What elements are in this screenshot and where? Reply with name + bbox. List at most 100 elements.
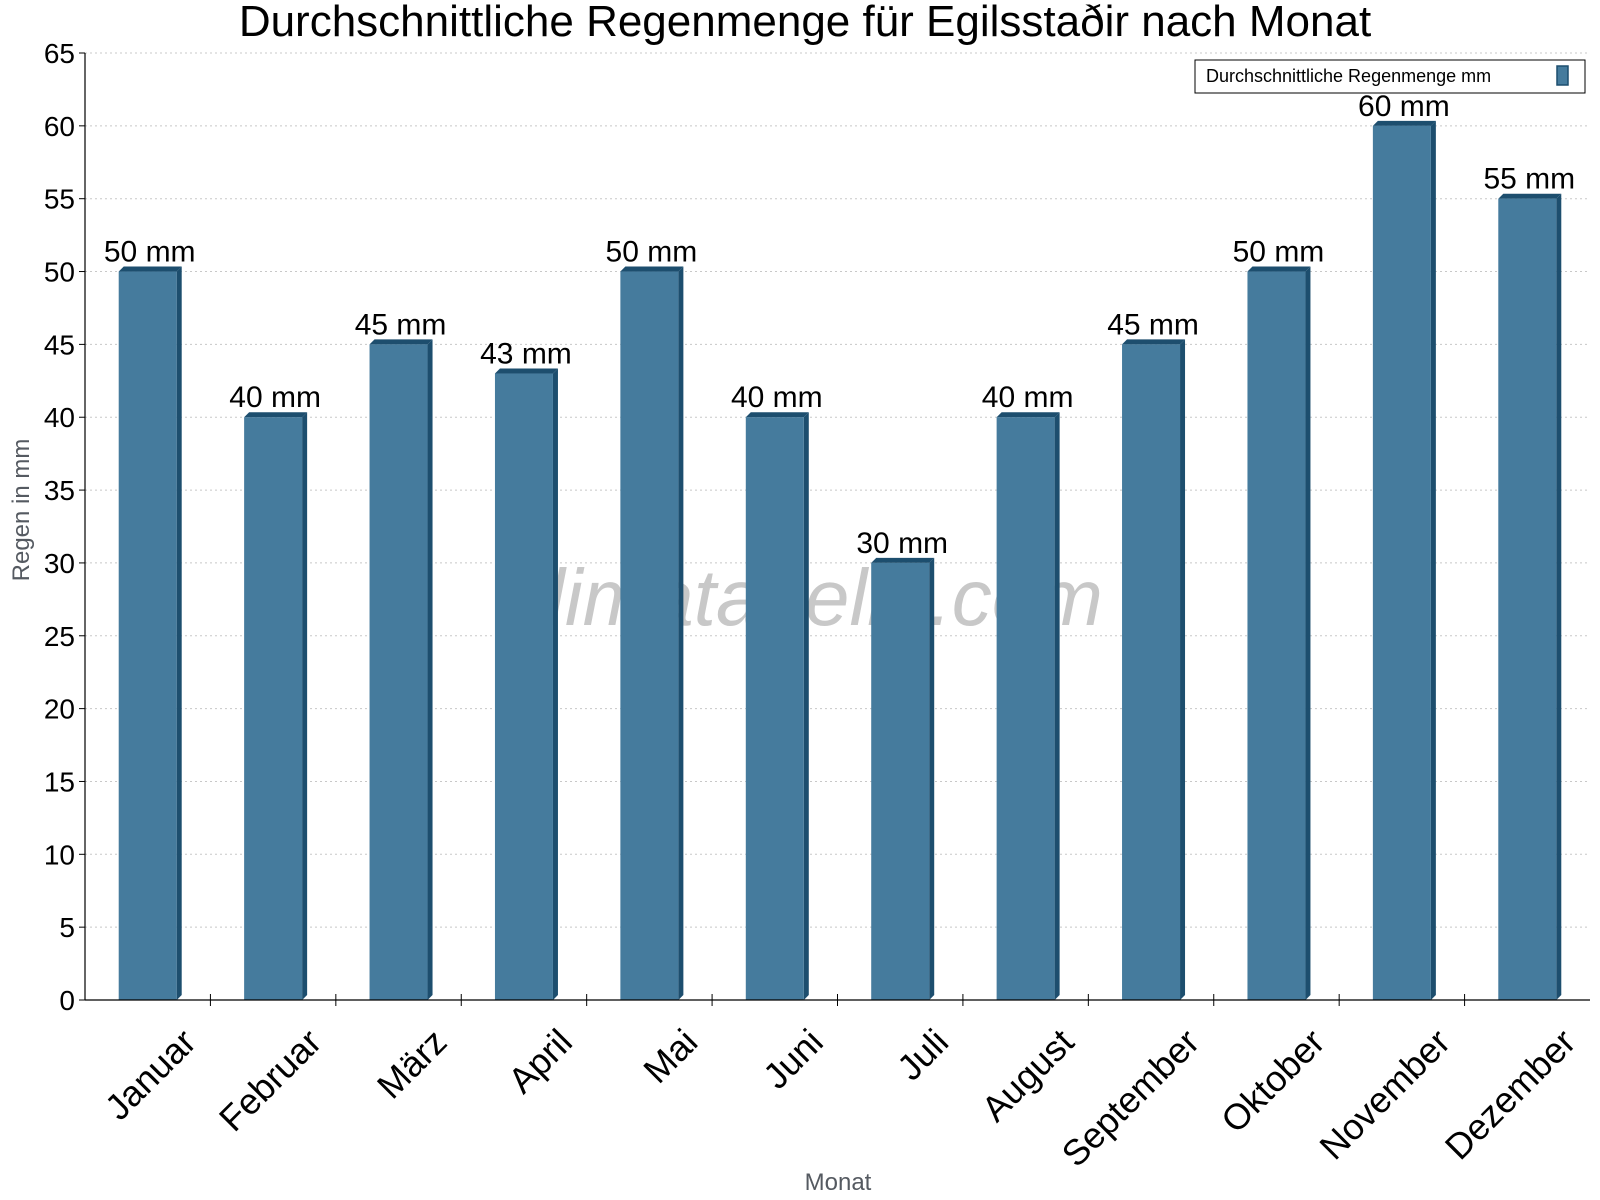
x-tick-label: Juni — [755, 1021, 831, 1097]
legend-swatch — [1556, 65, 1569, 86]
bar-top — [1372, 120, 1436, 126]
bar-side — [1054, 412, 1060, 1000]
bar-side — [1430, 120, 1436, 1001]
y-tick-label: 30 — [44, 548, 75, 579]
gridlines — [85, 52, 1590, 928]
bar-top — [494, 368, 558, 374]
bar-12 — [1498, 193, 1562, 1000]
bars — [118, 120, 1562, 1001]
x-tick-label: Dezember — [1437, 1021, 1583, 1167]
bar-top — [244, 412, 308, 418]
x-tick-label: Juli — [889, 1021, 956, 1088]
bar-side — [1180, 339, 1186, 1000]
bar-face — [1122, 344, 1181, 1000]
bar-face — [871, 562, 930, 1000]
data-label: 40 mm — [229, 381, 321, 414]
y-tick-label: 15 — [44, 766, 75, 797]
bar-side — [427, 339, 433, 1000]
data-label: 40 mm — [731, 381, 823, 414]
data-label: 45 mm — [355, 308, 447, 341]
bar-1 — [118, 266, 182, 1000]
bar-face — [745, 417, 804, 1000]
bar-face — [620, 271, 679, 1000]
x-tick-label: Januar — [97, 1021, 204, 1128]
bar-10 — [1247, 266, 1311, 1000]
bar-side — [929, 557, 935, 1000]
bar-side — [176, 266, 182, 1000]
bar-6 — [745, 412, 809, 1000]
bar-side — [1305, 266, 1311, 1000]
bar-face — [1372, 125, 1431, 1001]
y-tick-label: 35 — [44, 475, 75, 506]
y-tick-label: 5 — [59, 912, 75, 943]
y-tick-label: 65 — [44, 38, 75, 69]
x-tick-labels: Januar Februar März April Mai Juni Juli AugustS… — [97, 1021, 1583, 1175]
data-label: 50 mm — [1233, 236, 1325, 269]
y-tick-label: 0 — [59, 985, 75, 1016]
y-tick-label: 20 — [44, 694, 75, 725]
data-labels: 50 mm 40 mm 45 mm 43 mm 50 mm 40 mm 30 mm 40 mm… — [104, 90, 1575, 560]
y-tick-label: 60 — [44, 111, 75, 142]
x-tick-label: April — [500, 1021, 580, 1101]
x-tick-label: November — [1311, 1021, 1457, 1167]
y-tick-label: 25 — [44, 621, 75, 652]
bar-side — [803, 412, 809, 1000]
bar-face — [244, 417, 303, 1000]
bar-face — [369, 344, 428, 1000]
data-label: 45 mm — [1107, 308, 1199, 341]
y-axis-label: Regen in mm — [8, 439, 35, 582]
y-tick-label: 10 — [44, 839, 75, 870]
bar-8 — [996, 412, 1060, 1000]
bar-top — [369, 339, 433, 345]
data-label: 55 mm — [1483, 163, 1575, 196]
bar-face — [1498, 198, 1557, 1000]
y-tick-labels: 0 5 10 15 20 25 30 35 40 45 50 55 60 65 — [44, 38, 75, 1016]
bar-top — [996, 412, 1060, 418]
bar-side — [678, 266, 684, 1000]
bar-side — [302, 412, 308, 1000]
data-label: 50 mm — [104, 236, 196, 269]
bar-top — [1122, 339, 1186, 345]
bar-9 — [1122, 339, 1186, 1000]
bar-top — [745, 412, 809, 418]
y-tick-label: 45 — [44, 329, 75, 360]
x-tick-label: Mai — [635, 1021, 705, 1091]
data-label: 40 mm — [982, 381, 1074, 414]
chart-title: Durchschnittliche Regenmenge für Egilsst… — [239, 0, 1371, 46]
data-label: 50 mm — [606, 236, 698, 269]
x-tick-label: September — [1054, 1021, 1208, 1175]
bar-side — [552, 368, 558, 1000]
bar-2 — [244, 412, 308, 1000]
bar-7 — [871, 557, 935, 1000]
bar-3 — [369, 339, 433, 1000]
bar-face — [494, 373, 553, 1000]
bar-4 — [494, 368, 558, 1000]
x-tick-label: März — [369, 1021, 455, 1107]
bar-top — [620, 266, 684, 272]
bar-face — [1247, 271, 1306, 1000]
x-tick-label: August — [973, 1021, 1081, 1129]
y-tick-label: 50 — [44, 257, 75, 288]
bar-top — [118, 266, 182, 272]
legend-label: Durchschnittliche Regenmenge mm — [1206, 66, 1491, 86]
x-tick-label: Oktober — [1213, 1021, 1333, 1141]
data-label: 60 mm — [1358, 90, 1450, 123]
data-label: 30 mm — [856, 527, 948, 560]
y-tick-label: 40 — [44, 402, 75, 433]
bar-top — [1247, 266, 1311, 272]
legend-box — [1194, 59, 1586, 94]
bar-face — [996, 417, 1055, 1000]
x-axis-label: Monat — [805, 1169, 872, 1196]
bar-11 — [1372, 120, 1436, 1001]
y-tick-label: 55 — [44, 184, 75, 215]
bar-top — [1498, 193, 1562, 199]
bar-face — [118, 271, 177, 1000]
legend: Durchschnittliche Regenmenge mm — [1194, 59, 1586, 94]
bar-side — [1556, 193, 1562, 1000]
axes — [79, 52, 1590, 1006]
bar-top — [871, 557, 935, 563]
x-tick-label: Februar — [211, 1021, 329, 1139]
data-label: 43 mm — [480, 338, 572, 371]
bar-5 — [620, 266, 684, 1000]
